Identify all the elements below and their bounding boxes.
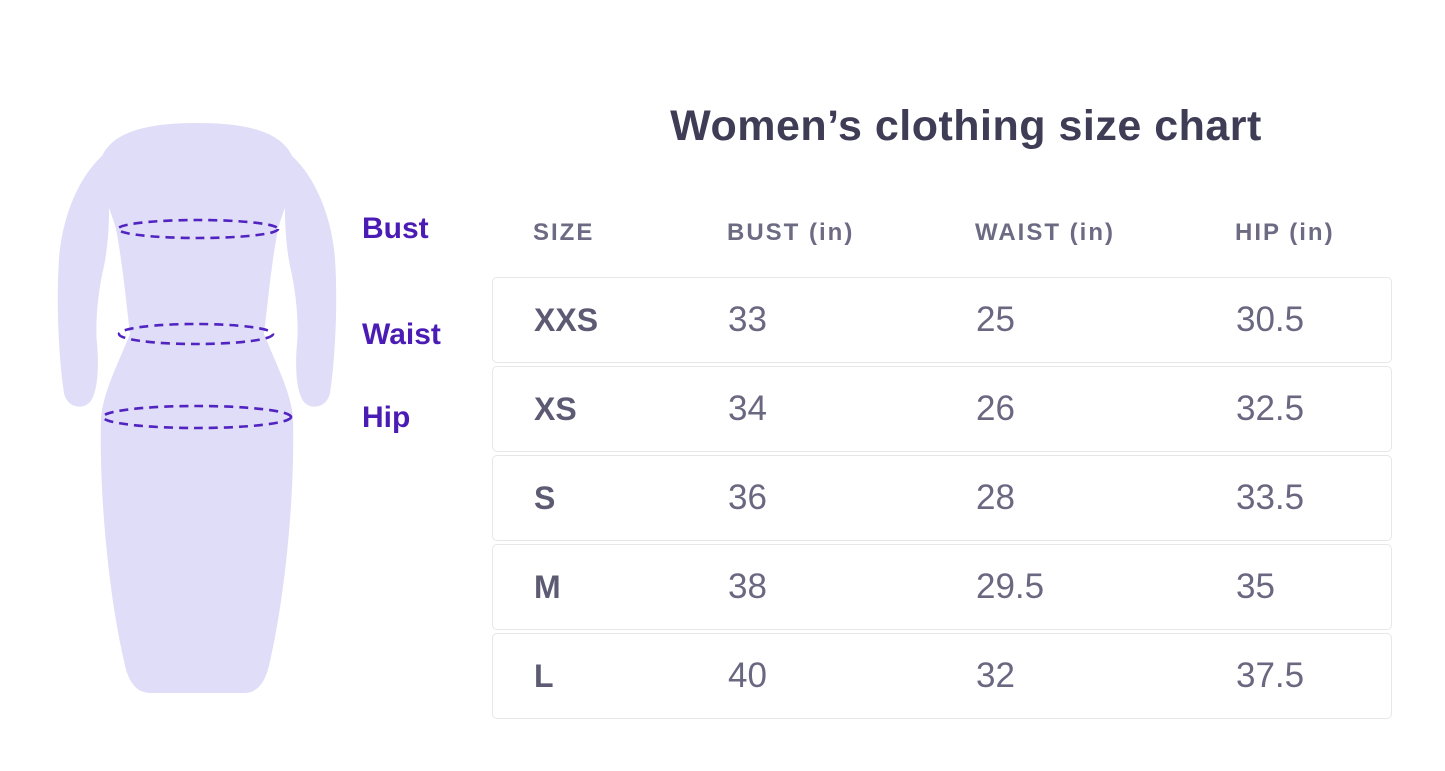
bust-cell: 36 [728,478,767,517]
hip-cell: 33.5 [1236,478,1305,517]
waist-cell: 28 [976,478,1015,517]
size-table: SIZE BUST (in) WAIST (in) HIP (in) XXS 33 25 3… [492,218,1392,719]
bust-measure-line [116,218,280,240]
dress-illustration [57,123,337,693]
size-cell: M [534,568,561,605]
col-header-hip: HIP (in) [1235,219,1335,246]
bust-cell: 40 [728,656,767,695]
table-body: XXS 33 25 30.5 XS 34 26 32.5 S 36 28 33.5 M 38 29.5 35 L… [492,277,1392,719]
size-cell: XS [534,390,577,427]
table-row: XXS 33 25 30.5 [492,277,1392,363]
dress-right-sleeve-shape [285,156,337,407]
hip-cell: 32.5 [1236,389,1305,428]
page-title: Women’s clothing size chart [670,102,1262,150]
table-row: S 36 28 33.5 [492,455,1392,541]
hip-label: Hip [362,401,411,434]
size-cell: XXS [534,301,599,338]
size-cell: S [534,479,556,516]
table-row: L 40 32 37.5 [492,633,1392,719]
size-cell: L [534,657,554,694]
waist-cell: 26 [976,389,1015,428]
table-row: M 38 29.5 35 [492,544,1392,630]
waist-measure-line [117,322,275,346]
col-header-bust: BUST (in) [727,219,855,246]
hip-cell: 37.5 [1236,656,1305,695]
waist-cell: 32 [976,656,1015,695]
bust-label: Bust [362,212,429,245]
waist-cell: 29.5 [976,567,1045,606]
table-header: SIZE BUST (in) WAIST (in) HIP (in) [492,218,1392,277]
bust-cell: 38 [728,567,767,606]
dress-left-sleeve-shape [57,156,109,407]
dress-body-shape [99,123,295,693]
bust-cell: 34 [728,389,767,428]
hip-cell: 35 [1236,567,1275,606]
hip-measure-line [101,404,293,430]
waist-cell: 25 [976,300,1015,339]
bust-cell: 33 [728,300,767,339]
hip-cell: 30.5 [1236,300,1305,339]
col-header-waist: WAIST (in) [975,219,1115,246]
waist-label: Waist [362,318,441,351]
col-header-size: SIZE [533,219,595,246]
table-row: XS 34 26 32.5 [492,366,1392,452]
